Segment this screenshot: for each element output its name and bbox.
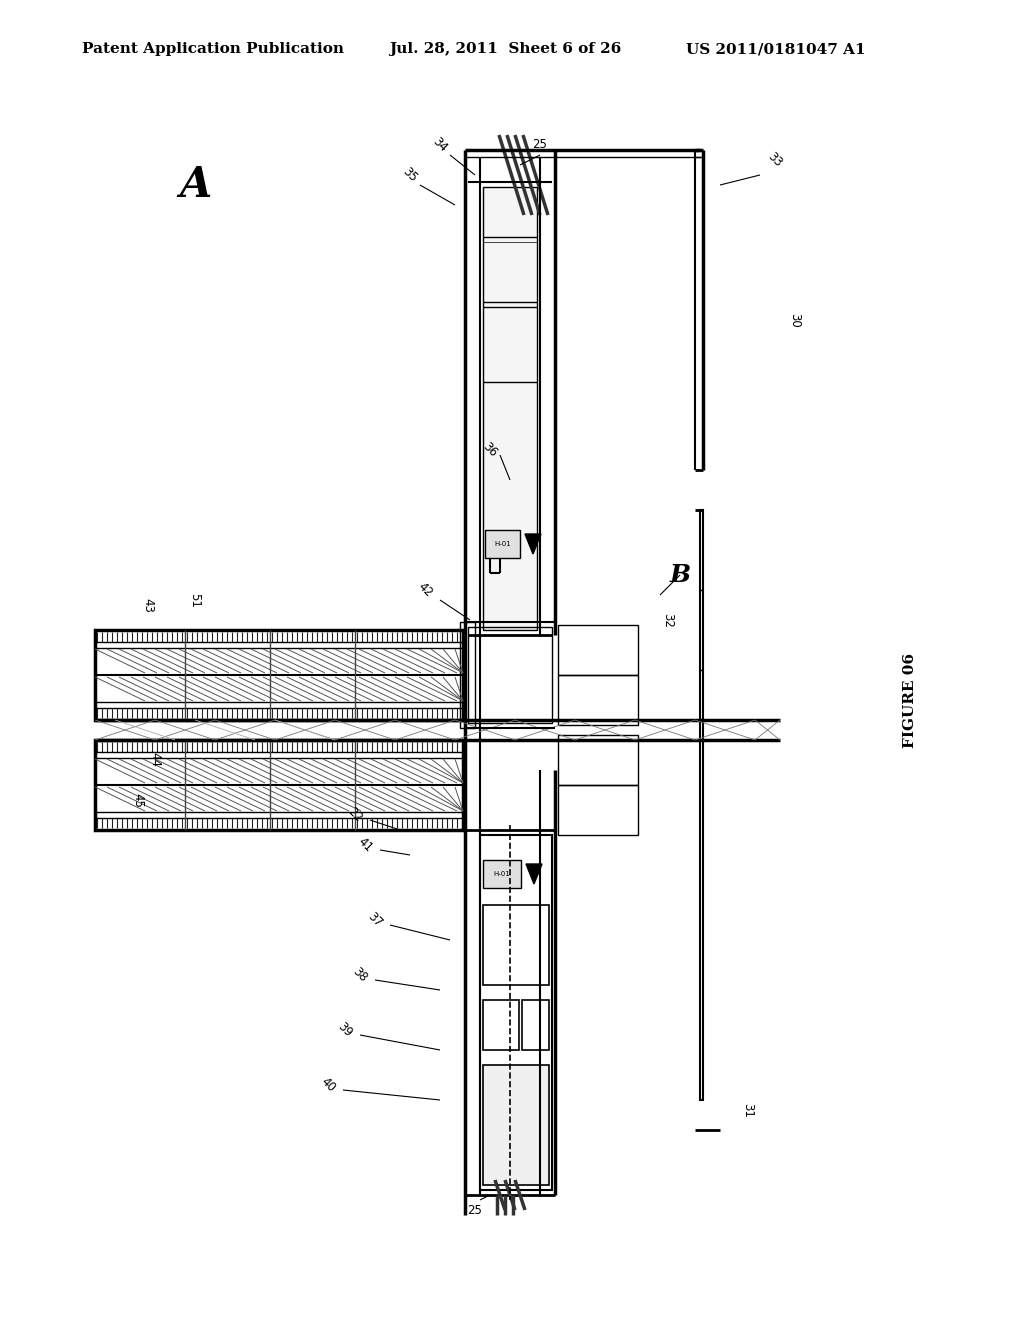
- Text: 43: 43: [141, 598, 155, 612]
- Text: 37: 37: [366, 911, 385, 929]
- Text: H-01: H-01: [495, 541, 511, 546]
- Bar: [558, 735, 638, 785]
- Text: 36: 36: [480, 440, 500, 459]
- Bar: [558, 624, 638, 675]
- Text: Jul. 28, 2011  Sheet 6 of 26: Jul. 28, 2011 Sheet 6 of 26: [389, 42, 622, 57]
- Text: 44: 44: [148, 752, 162, 767]
- Text: 40: 40: [318, 1076, 338, 1094]
- Text: FIGURE 06: FIGURE 06: [903, 652, 918, 747]
- Bar: [558, 675, 638, 725]
- Bar: [480, 836, 552, 1191]
- Bar: [483, 906, 549, 985]
- Text: 51: 51: [188, 593, 202, 607]
- Text: 31: 31: [741, 1102, 755, 1118]
- Text: 45: 45: [131, 792, 144, 808]
- Text: 34: 34: [430, 135, 450, 154]
- Bar: [485, 531, 520, 558]
- Text: 25: 25: [532, 139, 548, 152]
- Bar: [483, 861, 521, 888]
- Bar: [468, 627, 552, 723]
- Polygon shape: [526, 865, 542, 884]
- Bar: [558, 785, 638, 836]
- Bar: [95, 630, 463, 719]
- Text: US 2011/0181047 A1: US 2011/0181047 A1: [686, 42, 865, 57]
- Bar: [522, 1001, 549, 1049]
- Text: 35: 35: [400, 165, 420, 185]
- Text: A: A: [179, 164, 211, 206]
- Text: B: B: [670, 564, 690, 587]
- Text: 41: 41: [355, 836, 375, 855]
- Text: 33: 33: [765, 150, 784, 170]
- Text: 42: 42: [415, 579, 435, 599]
- Bar: [700, 510, 703, 1100]
- Text: 39: 39: [335, 1020, 355, 1040]
- Bar: [483, 187, 537, 630]
- Bar: [460, 622, 475, 729]
- Text: 38: 38: [350, 965, 370, 985]
- Bar: [483, 1001, 519, 1049]
- Polygon shape: [525, 535, 541, 554]
- Text: 22: 22: [345, 805, 365, 825]
- Bar: [95, 741, 463, 830]
- Bar: [483, 1065, 549, 1185]
- Text: H-01: H-01: [494, 871, 510, 876]
- Text: 32: 32: [662, 612, 675, 627]
- Text: 30: 30: [788, 313, 802, 327]
- Text: 25: 25: [468, 1204, 482, 1217]
- Text: Patent Application Publication: Patent Application Publication: [82, 42, 344, 57]
